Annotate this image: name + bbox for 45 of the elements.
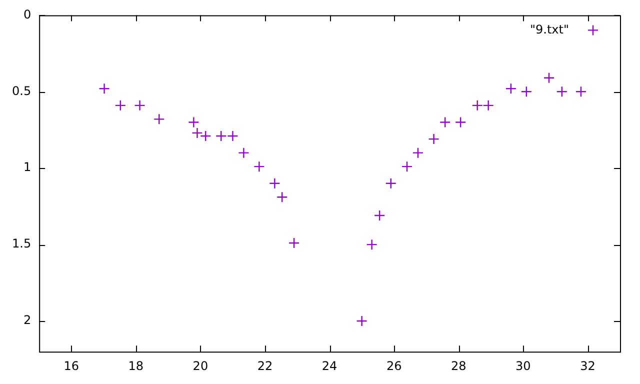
point — [188, 116, 200, 128]
point — [520, 86, 532, 98]
point — [439, 116, 451, 128]
x-tick-label: 26 — [386, 358, 402, 373]
point — [556, 86, 568, 98]
point — [505, 82, 517, 94]
x-tick-label: 20 — [192, 358, 208, 373]
point — [356, 315, 368, 327]
point — [288, 237, 300, 249]
point — [154, 114, 165, 125]
point — [385, 178, 396, 189]
x-tick-label: 18 — [128, 358, 144, 373]
point — [216, 130, 227, 142]
point — [227, 130, 238, 142]
point — [192, 127, 203, 139]
point — [374, 210, 386, 222]
point — [134, 100, 146, 112]
y-tick-label: 2 — [23, 313, 32, 328]
y-tick-label: 0 — [23, 7, 32, 22]
point — [254, 160, 265, 172]
point — [472, 100, 483, 112]
point — [543, 72, 555, 84]
point — [482, 100, 494, 112]
point — [238, 147, 250, 158]
point — [412, 147, 424, 158]
point — [454, 116, 466, 128]
x-tick-label: 30 — [516, 358, 531, 373]
y-tick-label: 0.5 — [12, 84, 32, 98]
x-tick-label: 32 — [580, 358, 596, 373]
y-tick-label: 1 — [23, 160, 32, 174]
point — [575, 86, 587, 98]
point — [114, 100, 126, 112]
point — [401, 160, 413, 172]
x-tick-label: 24 — [322, 358, 338, 373]
point — [428, 133, 440, 145]
x-tick-label: 16 — [64, 358, 79, 373]
point — [200, 130, 212, 142]
legend-label: "9.txt" — [530, 22, 569, 36]
x-tick-label: 22 — [257, 358, 273, 373]
point — [276, 192, 288, 203]
point — [269, 178, 280, 189]
point — [98, 82, 110, 94]
x-tick-label: 28 — [450, 358, 466, 373]
y-tick-label: 1.5 — [12, 236, 32, 251]
point — [366, 238, 378, 250]
